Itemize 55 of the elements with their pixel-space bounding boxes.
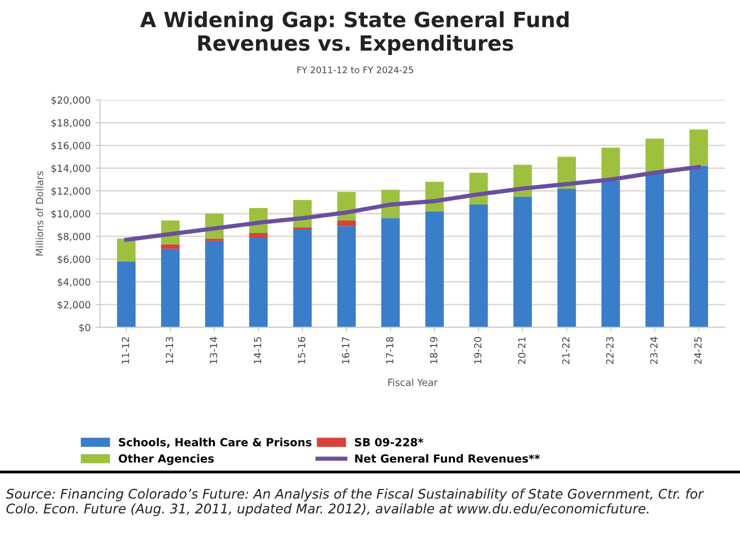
x-tick-label: 12-13: [166, 337, 174, 364]
bar: [469, 204, 488, 328]
bar: [381, 218, 400, 328]
bar: [117, 238, 136, 262]
x-tick-label: 21-22: [562, 337, 570, 364]
legend-label: Schools, Health Care & Prisons: [118, 438, 312, 448]
x-tick-label: 20-21: [518, 337, 526, 364]
source-note: Source: Financing Colorado’s Future: An Analysis of the Fiscal Sustainability of State Government, Ctr. for Colo. Econ. Future (Aug. 31, 2011, updated Mar. 2012), available at www.du.edu/economicfuture.: [6, 488, 704, 516]
bar: [337, 226, 356, 328]
x-tick-label: 24-25: [694, 337, 702, 364]
y-tick-label: $0: [79, 324, 90, 332]
x-tick-label: 13-14: [210, 336, 218, 364]
y-tick-label: $6,000: [58, 255, 90, 264]
bar: [293, 230, 312, 328]
bar: [690, 129, 708, 166]
x-tick-label: 18-19: [430, 337, 438, 364]
bar: [513, 196, 532, 328]
y-tick-label: $20,000: [51, 96, 90, 106]
bar: [645, 138, 664, 173]
y-tick-label: $16,000: [51, 142, 90, 151]
bar: [161, 244, 180, 249]
x-tick-label: 16-17: [342, 337, 350, 364]
y-tick-label: $18,000: [51, 118, 90, 128]
bar: [117, 261, 136, 328]
x-tick-label: 11-12: [122, 337, 130, 364]
y-tick-label: $4,000: [58, 278, 90, 287]
bar: [205, 240, 224, 328]
legend-label: SB 09-228*: [354, 438, 424, 446]
bar: [249, 232, 268, 238]
legend-label: Net General Fund Revenues**: [355, 454, 540, 463]
x-tick-label: 22-23: [606, 337, 614, 364]
y-tick-label: $14,000: [51, 164, 90, 174]
chart-title: A Widening Gap: State General Fund Revenues vs. Expenditures: [140, 11, 569, 55]
x-axis-title: Fiscal Year: [388, 378, 438, 386]
x-tick-label: 15-16: [298, 336, 306, 364]
bar: [645, 172, 664, 328]
x-tick-label: 14-15: [254, 337, 262, 364]
bar: [601, 180, 620, 328]
bar: [161, 248, 180, 328]
bar: [337, 220, 356, 226]
bar: [249, 238, 268, 328]
chart-subtitle: FY 2011-12 to FY 2024-25: [297, 66, 414, 74]
bar: [425, 211, 444, 328]
x-tick-label: 23-24: [650, 336, 658, 364]
bar: [690, 166, 708, 328]
x-tick-label: 17-18: [386, 337, 394, 364]
y-axis-title: Millions of Dollars: [36, 171, 44, 256]
y-tick-label: $8,000: [58, 232, 90, 242]
x-tick-label: 19-20: [474, 337, 482, 364]
y-tick-label: $2,000: [58, 300, 90, 310]
y-tick-label: $12,000: [51, 187, 90, 196]
line-series: [124, 164, 701, 242]
legend-label: Other Agencies: [118, 454, 214, 465]
y-tick-label: $10,000: [51, 210, 90, 219]
bar: [557, 188, 576, 328]
